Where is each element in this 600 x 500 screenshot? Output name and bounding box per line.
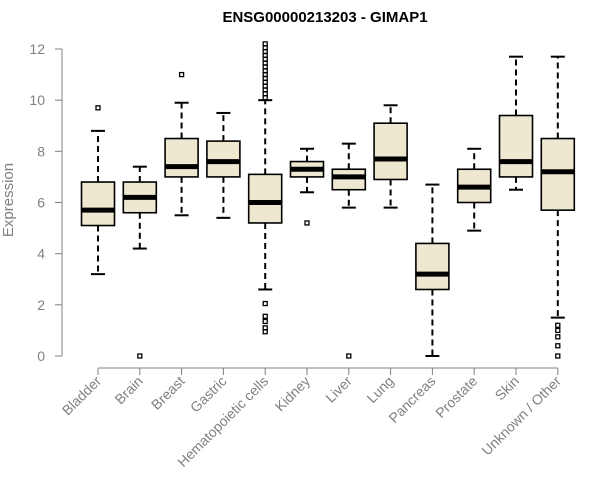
outlier-point	[178, 71, 185, 78]
outlier-point	[555, 322, 561, 328]
outlier-point	[555, 327, 561, 334]
x-tick-label: Breast	[148, 373, 188, 413]
box-bladder	[80, 105, 116, 276]
x-tick-label: Brain	[111, 373, 145, 407]
box-iqr	[540, 137, 576, 211]
box-unknown-other	[540, 55, 576, 359]
box-pancreas	[415, 183, 450, 357]
outlier-point	[262, 313, 268, 319]
outlier-point	[262, 318, 268, 325]
outlier-point	[346, 353, 352, 359]
box-liver	[331, 142, 367, 359]
outlier-point	[555, 343, 561, 349]
y-axis: 0 2 4 6 8 10 12	[29, 41, 63, 364]
box-iqr	[373, 122, 408, 181]
x-tick-label: Unknown / Other	[478, 373, 564, 459]
box-gastric	[206, 111, 241, 219]
box-brain	[122, 165, 158, 359]
boxes-group	[80, 41, 576, 359]
box-iqr	[80, 181, 116, 227]
y-tick-label: 4	[37, 246, 45, 262]
outlier-point	[262, 300, 268, 307]
x-tick-label: Lung	[363, 373, 396, 406]
x-tick-label: Bladder	[59, 373, 105, 419]
x-tick-label: Skin	[492, 373, 523, 404]
box-iqr	[415, 242, 450, 291]
y-tick-label: 10	[29, 92, 45, 108]
y-tick-label: 6	[37, 195, 45, 211]
outlier-point	[304, 220, 310, 226]
box-iqr	[206, 140, 241, 178]
x-tick-label: Liver	[322, 373, 355, 406]
outlier-point	[95, 105, 101, 111]
box-prostate	[456, 147, 492, 232]
box-skin	[498, 55, 534, 191]
box-iqr	[331, 168, 367, 191]
y-tick-label: 12	[29, 41, 45, 57]
outlier-point	[262, 41, 268, 47]
box-hematopoietic-cells	[247, 41, 283, 335]
outlier-point	[555, 334, 561, 340]
x-tick-label: Kidney	[272, 373, 314, 415]
y-tick-label: 2	[37, 297, 45, 313]
box-iqr	[164, 137, 199, 178]
y-axis-label: Expression	[0, 163, 17, 237]
box-iqr	[247, 173, 283, 224]
y-tick-label: 8	[37, 143, 45, 159]
box-kidney	[289, 147, 325, 226]
outlier-point	[137, 353, 143, 359]
y-tick-label: 0	[37, 348, 45, 364]
outlier-point	[262, 325, 268, 331]
x-tick-label: Prostate	[432, 373, 480, 421]
box-breast	[164, 71, 199, 217]
chart-title: ENSG00000213203 - GIMAP1	[222, 9, 427, 26]
box-lung	[373, 104, 408, 209]
box-iqr	[498, 114, 534, 178]
outlier-point	[555, 353, 561, 359]
